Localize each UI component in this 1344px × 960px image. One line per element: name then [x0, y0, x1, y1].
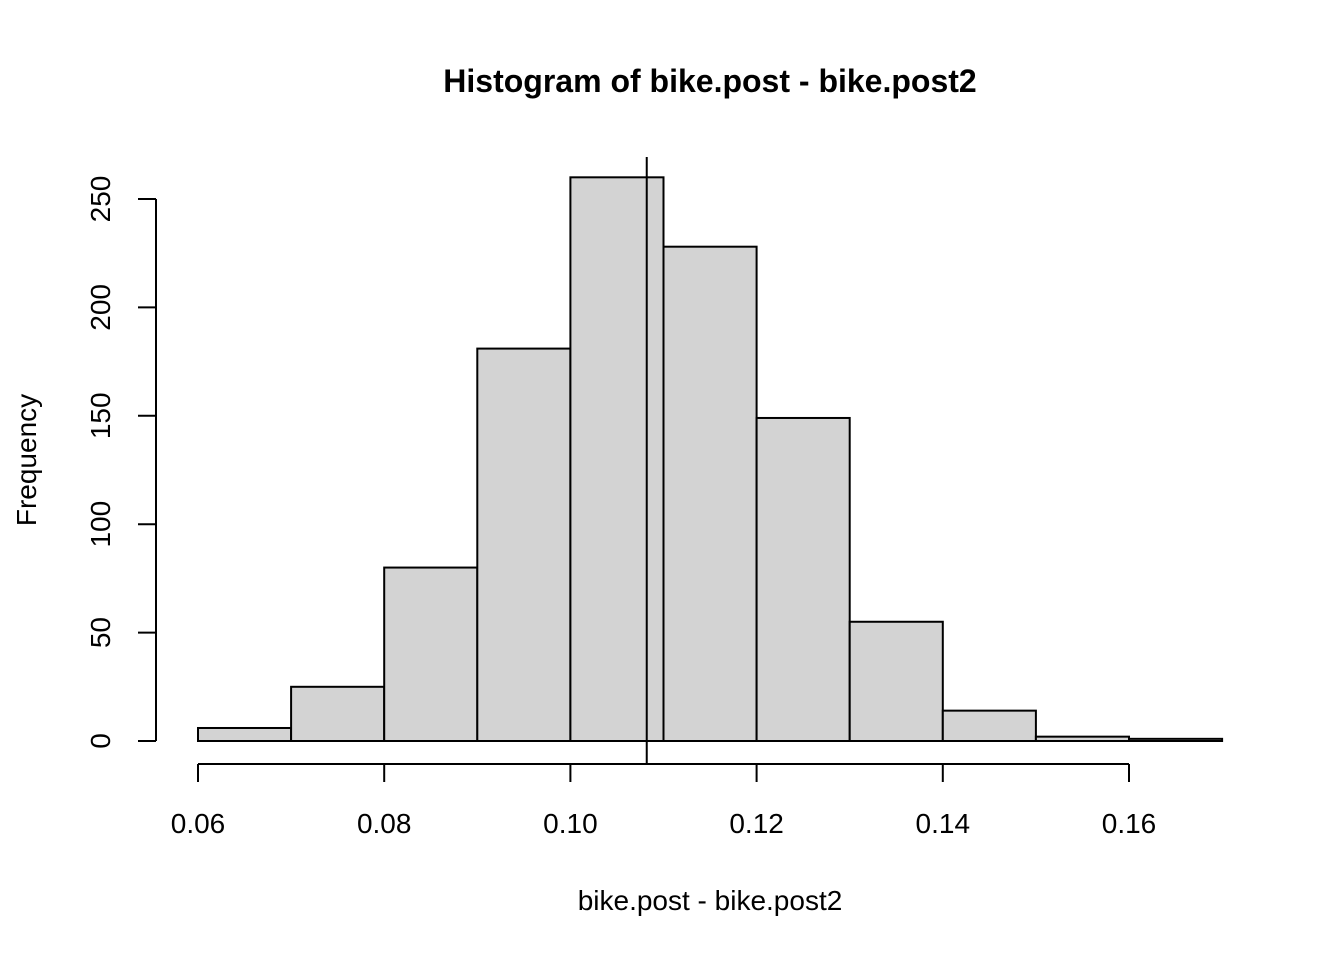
histogram-bars [197, 176, 1224, 743]
histogram-bar [383, 566, 479, 742]
x-tick-label: 0.12 [729, 808, 784, 839]
y-tick-label: 0 [85, 733, 116, 749]
x-tick-label: 0.10 [543, 808, 598, 839]
y-axis-label: Frequency [11, 394, 42, 526]
x-tick-label: 0.16 [1102, 808, 1157, 839]
y-tick-label: 200 [85, 284, 116, 331]
histogram-bar [569, 176, 665, 742]
histogram-bar [1034, 735, 1131, 743]
chart-title: Histogram of bike.post - bike.post2 [443, 63, 976, 99]
histogram-bar [755, 416, 851, 742]
y-tick-label: 250 [85, 176, 116, 223]
x-tick-label: 0.08 [357, 808, 412, 839]
histogram-bar [1128, 737, 1224, 742]
histogram-bar [848, 620, 944, 743]
y-tick-label: 50 [85, 617, 116, 648]
histogram-bar [476, 347, 572, 742]
histogram-bar [662, 245, 758, 742]
x-tick-label: 0.06 [171, 808, 226, 839]
y-tick-label: 150 [85, 392, 116, 439]
x-axis: 0.06 0.08 0.10 0.12 0.14 0.16 [171, 763, 1157, 839]
y-axis: 0 50 100 150 200 250 [85, 176, 157, 749]
y-tick-label: 100 [85, 501, 116, 548]
histogram-bar [197, 726, 293, 743]
x-axis-label: bike.post - bike.post2 [578, 885, 843, 916]
histogram-bar [290, 685, 386, 742]
x-tick-label: 0.14 [916, 808, 971, 839]
histogram-bar [941, 709, 1037, 743]
